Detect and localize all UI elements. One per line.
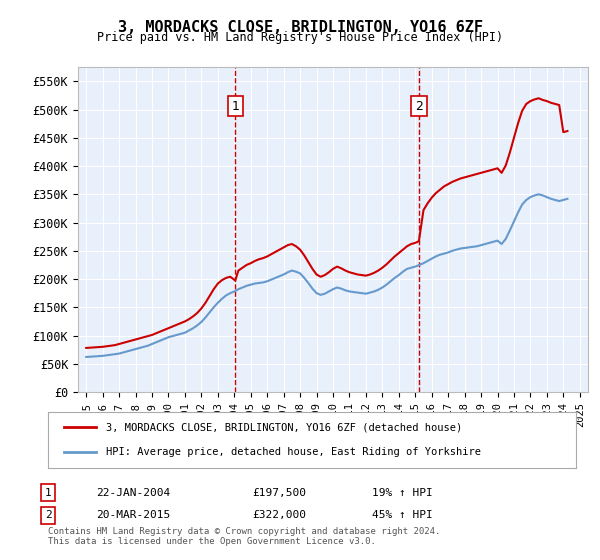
Text: 1: 1 (44, 488, 52, 498)
Text: 2: 2 (44, 510, 52, 520)
Text: HPI: Average price, detached house, East Riding of Yorkshire: HPI: Average price, detached house, East… (106, 447, 481, 457)
Text: 45% ↑ HPI: 45% ↑ HPI (372, 510, 433, 520)
Text: 3, MORDACKS CLOSE, BRIDLINGTON, YO16 6ZF (detached house): 3, MORDACKS CLOSE, BRIDLINGTON, YO16 6ZF… (106, 422, 463, 432)
Text: Price paid vs. HM Land Registry's House Price Index (HPI): Price paid vs. HM Land Registry's House … (97, 31, 503, 44)
Text: 22-JAN-2004: 22-JAN-2004 (96, 488, 170, 498)
Text: 19% ↑ HPI: 19% ↑ HPI (372, 488, 433, 498)
Text: Contains HM Land Registry data © Crown copyright and database right 2024.
This d: Contains HM Land Registry data © Crown c… (48, 526, 440, 546)
Text: 1: 1 (232, 100, 239, 113)
Text: 2: 2 (415, 100, 423, 113)
Text: 20-MAR-2015: 20-MAR-2015 (96, 510, 170, 520)
Text: 3, MORDACKS CLOSE, BRIDLINGTON, YO16 6ZF: 3, MORDACKS CLOSE, BRIDLINGTON, YO16 6ZF (118, 20, 482, 35)
Text: £197,500: £197,500 (252, 488, 306, 498)
Text: £322,000: £322,000 (252, 510, 306, 520)
